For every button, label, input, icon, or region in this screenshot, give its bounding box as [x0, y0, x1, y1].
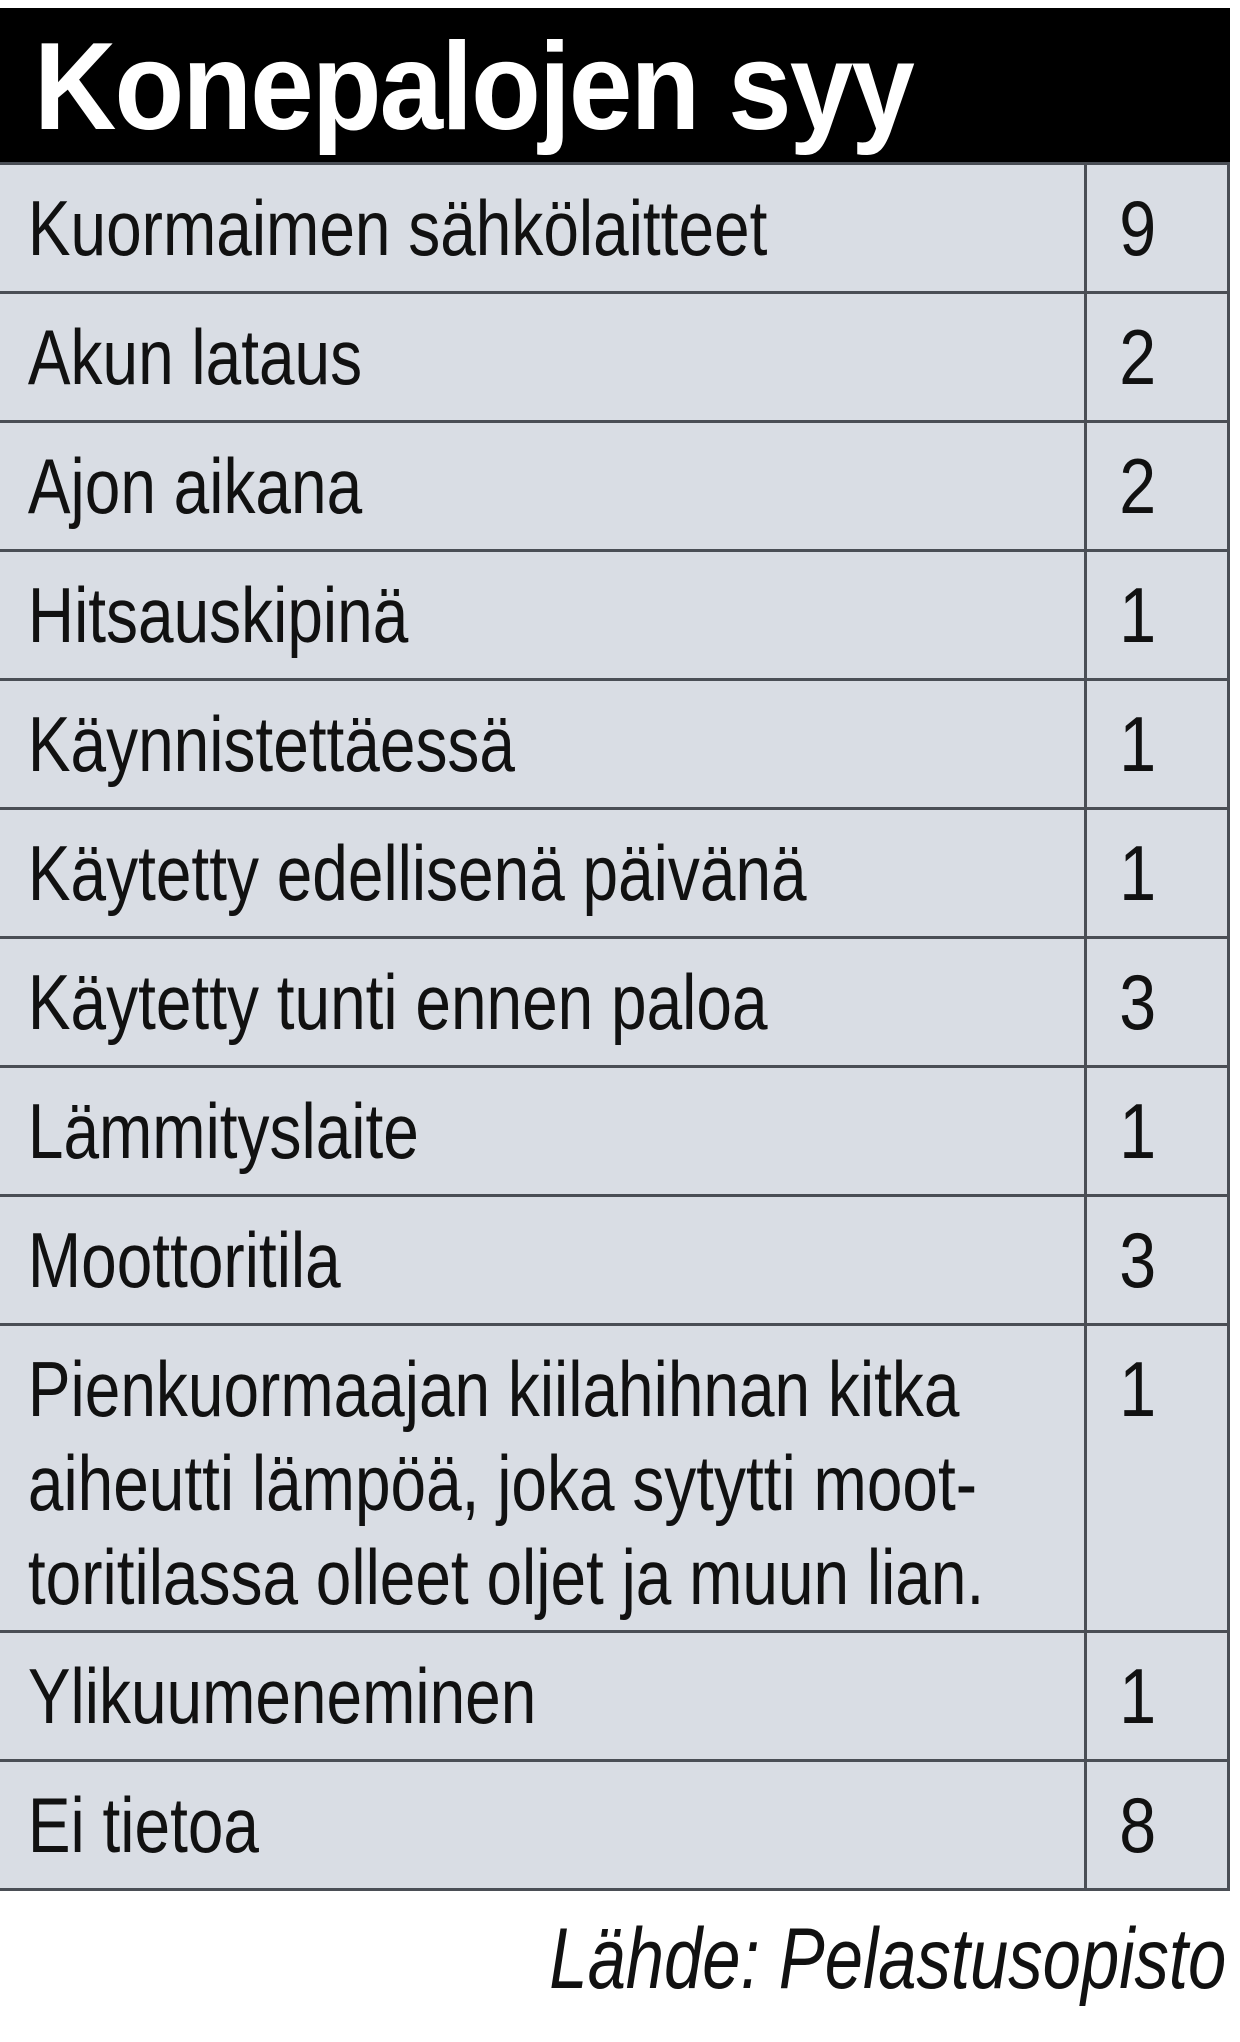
table-row: Kuormaimen sähkölaitteet 9 — [0, 162, 1230, 294]
cause-text: Moottoritila — [27, 1216, 341, 1304]
cause-text: Lämmityslaite — [27, 1087, 419, 1175]
fire-causes-table-box: Konepalojen syy Kuormaimen sähkölaitteet… — [0, 8, 1230, 1891]
cause-text: Käynnistettäessä — [27, 700, 515, 788]
cause-cell: Käytetty tunti ennen paloa — [0, 936, 1086, 1068]
table-row: Ylikuumeneminen 1 — [0, 1630, 1230, 1762]
count-cell: 3 — [1084, 1194, 1230, 1326]
count-cell: 1 — [1084, 1630, 1230, 1762]
count-text: 8 — [1119, 1781, 1157, 1869]
cause-cell: Ajon aikana — [0, 420, 1086, 552]
cause-cell: Pienkuormaajan kiilahihnan kitka aiheutt… — [0, 1323, 1086, 1633]
count-cell: 2 — [1084, 291, 1230, 423]
count-text: 3 — [1119, 1216, 1157, 1304]
table-row: Lämmityslaite 1 — [0, 1065, 1230, 1197]
table-row: Hitsauskipinä 1 — [0, 549, 1230, 681]
cause-cell: Käynnistettäessä — [0, 678, 1086, 810]
count-text: 1 — [1119, 1087, 1157, 1175]
table-header: Konepalojen syy — [0, 8, 1230, 162]
table-title: Konepalojen syy — [34, 18, 915, 156]
count-cell: 8 — [1084, 1759, 1230, 1891]
source-row: Lähde: Pelastusopisto — [0, 1909, 1226, 2009]
table-row: Moottoritila 3 — [0, 1194, 1230, 1326]
source-caption: Lähde: Pelastusopisto — [548, 1911, 1226, 2007]
table-row: Pienkuormaajan kiilahihnan kitka aiheutt… — [0, 1323, 1230, 1633]
cause-cell: Moottoritila — [0, 1194, 1086, 1326]
count-text: 1 — [1119, 1345, 1157, 1433]
count-cell: 1 — [1084, 1065, 1230, 1197]
cause-text: Ajon aikana — [27, 442, 363, 530]
table-row: Käynnistettäessä 1 — [0, 678, 1230, 810]
table-row: Ei tietoa 8 — [0, 1759, 1230, 1891]
cause-cell: Hitsauskipinä — [0, 549, 1086, 681]
cause-text: Hitsauskipinä — [27, 571, 409, 659]
table-row: Käytetty tunti ennen paloa 3 — [0, 936, 1230, 1068]
cause-cell: Käytetty edellisenä päivänä — [0, 807, 1086, 939]
cause-text: Akun lataus — [27, 313, 363, 401]
cause-text: Pienkuormaajan kiilahihnan kitka aiheutt… — [27, 1345, 985, 1621]
count-cell: 1 — [1084, 678, 1230, 810]
cause-text: Käytetty edellisenä päivänä — [27, 829, 807, 917]
count-text: 1 — [1119, 829, 1157, 917]
cause-text: Käytetty tunti ennen paloa — [27, 958, 768, 1046]
count-cell: 3 — [1084, 936, 1230, 1068]
count-text: 1 — [1119, 571, 1157, 659]
table-row: Akun lataus 2 — [0, 291, 1230, 423]
count-text: 1 — [1119, 1652, 1157, 1740]
count-text: 2 — [1119, 313, 1157, 401]
count-cell: 1 — [1084, 807, 1230, 939]
cause-cell: Kuormaimen sähkölaitteet — [0, 162, 1086, 294]
table-row: Ajon aikana 2 — [0, 420, 1230, 552]
count-cell: 1 — [1084, 549, 1230, 681]
count-text: 1 — [1119, 700, 1157, 788]
count-text: 2 — [1119, 442, 1157, 530]
count-text: 3 — [1119, 958, 1157, 1046]
count-text: 9 — [1119, 184, 1157, 272]
cause-text: Ei tietoa — [27, 1781, 259, 1869]
cause-cell: Akun lataus — [0, 291, 1086, 423]
cause-text: Ylikuumeneminen — [27, 1652, 537, 1740]
table-row: Käytetty edellisenä päivänä 1 — [0, 807, 1230, 939]
count-cell: 9 — [1084, 162, 1230, 294]
cause-text: Kuormaimen sähkölaitteet — [27, 184, 768, 272]
count-cell: 1 — [1084, 1323, 1230, 1633]
cause-cell: Ylikuumeneminen — [0, 1630, 1086, 1762]
cause-cell: Ei tietoa — [0, 1759, 1086, 1891]
count-cell: 2 — [1084, 420, 1230, 552]
cause-cell: Lämmityslaite — [0, 1065, 1086, 1197]
